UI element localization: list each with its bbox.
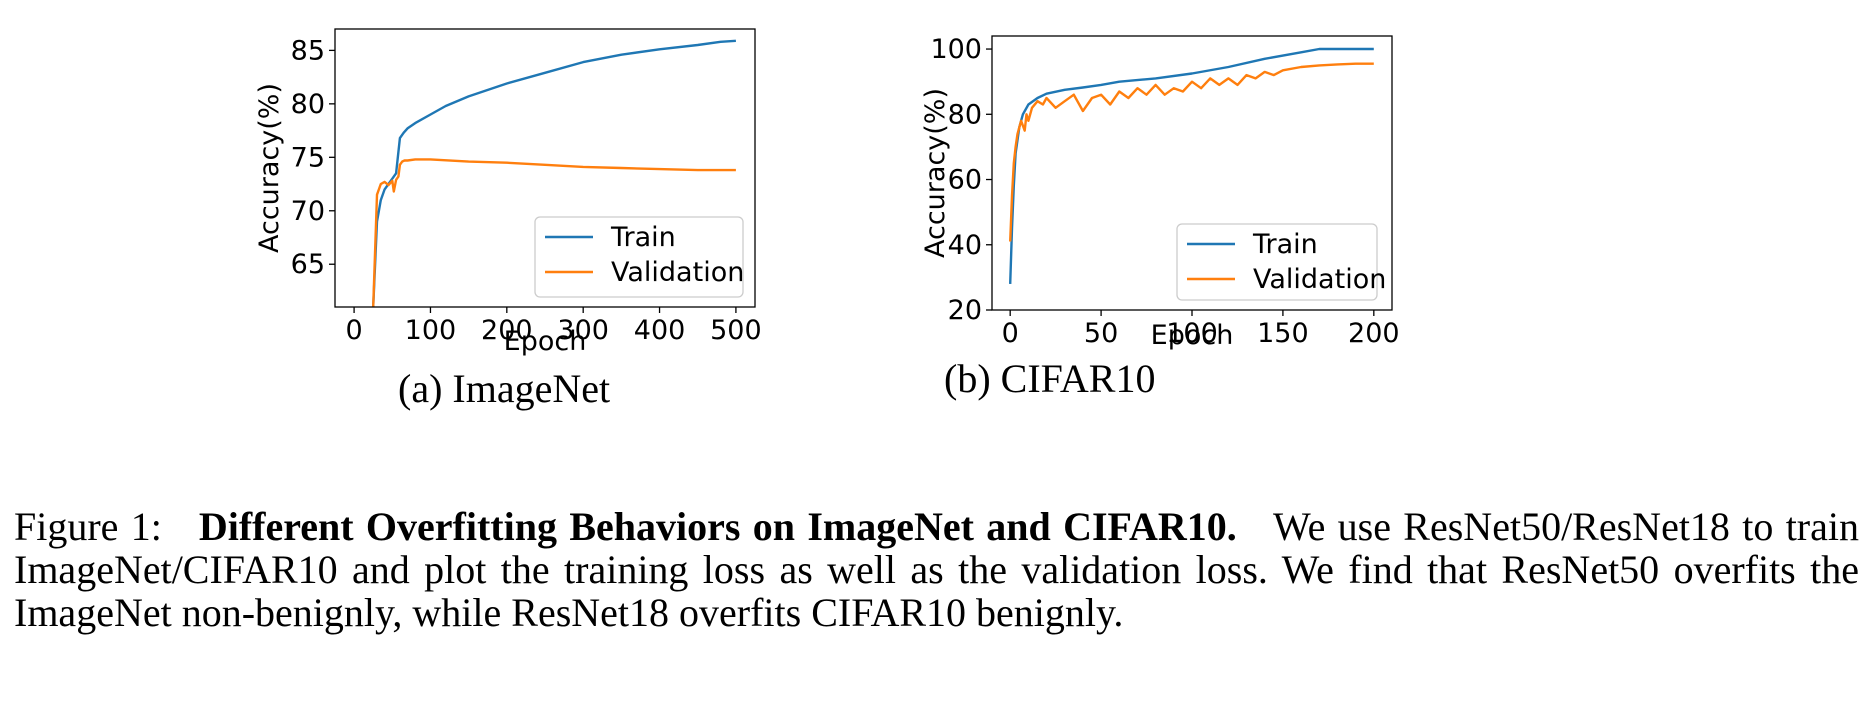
y-axis-label: Accuracy(%) (920, 88, 951, 258)
y-tick-label: 85 (291, 35, 325, 66)
x-tick-label: 100 (405, 315, 457, 346)
x-tick-label: 300 (557, 315, 609, 346)
y-tick-label: 65 (291, 249, 325, 280)
legend-label-train: Train (1252, 229, 1318, 260)
subcaption-text: ImageNet (452, 366, 611, 411)
chart-panel-imagenet: 0 100 200 300 400 500 65 70 75 80 85 Epoch Accuracy(… (254, 20, 900, 480)
caption-body: We use ResNet50/ResNet18 to train ImageN… (14, 504, 1859, 635)
y-tick-label: 60 (948, 165, 982, 196)
y-tick-label: 20 (948, 295, 982, 326)
y-axis-label: Accuracy(%) (254, 83, 285, 253)
legend-label-validation: Validation (611, 257, 744, 288)
y-tick-label: 75 (291, 142, 325, 173)
legend-label-validation: Validation (1253, 264, 1386, 295)
x-tick-label: 150 (1257, 318, 1309, 349)
x-axis-label: Epoch (1151, 320, 1234, 351)
figure-caption: Figure 1: Different Overfitting Behavior… (14, 505, 1859, 634)
x-tick-label: 0 (1002, 318, 1019, 349)
x-tick-label: 100 (1166, 318, 1218, 349)
x-tick-label: 500 (710, 315, 762, 346)
y-tick-label: 70 (291, 196, 325, 227)
x-tick-label: 50 (1084, 318, 1118, 349)
y-tick-label: 80 (291, 89, 325, 120)
subcaption-cifar10: (b) CIFAR10 (944, 355, 1155, 402)
legend-label-train: Train (610, 222, 676, 253)
plot-frame (334, 28, 756, 308)
x-tick-label: 200 (1348, 318, 1400, 349)
subcaption-label: (a) (398, 366, 443, 411)
subcaption-label: (b) (944, 356, 991, 401)
subcaption-imagenet: (a) ImageNet (398, 365, 610, 412)
y-tick-label: 100 (930, 34, 982, 65)
x-tick-label: 400 (634, 315, 686, 346)
x-tick-label: 0 (345, 315, 362, 346)
subcaption-text: CIFAR10 (1000, 356, 1156, 401)
legend: Train Validation (534, 216, 744, 298)
caption-label: Figure 1: (14, 504, 162, 549)
y-tick-label: 80 (948, 99, 982, 130)
legend: Train Validation (1176, 223, 1386, 301)
caption-title: Different Overfitting Behaviors on Image… (198, 504, 1237, 549)
chart-panel-cifar10: 0 50 100 150 200 20 40 60 80 100 Epoch Accuracy(%) T… (920, 20, 1520, 480)
series-line-validation (1009, 62, 1374, 242)
series-line-validation (372, 158, 736, 307)
x-axis-label: Epoch (504, 326, 587, 357)
chart-imagenet: 0 100 200 300 400 500 65 70 75 80 85 Epoch Accuracy(… (254, 28, 762, 357)
y-tick-label: 40 (948, 230, 982, 261)
series-line-train (372, 39, 736, 307)
x-tick-label: 200 (481, 315, 533, 346)
